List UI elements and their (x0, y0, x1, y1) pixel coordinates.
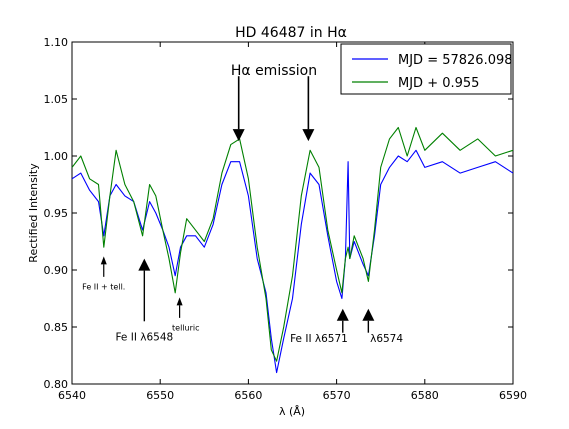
x-tick-label-6540: 6540 (58, 389, 86, 402)
legend: MJD = 57826.098 MJD + 0.955 (340, 43, 513, 95)
y-tick-label-2: 0.90 (44, 264, 69, 277)
annotation-label-telluric: telluric (172, 323, 199, 332)
y-tick-label-3: 0.95 (44, 207, 69, 220)
annotation-arrowhead-fe2-6574 (362, 308, 375, 321)
legend-box (340, 43, 512, 95)
annotation-label-fe2-6571: Fe II λ6571 (290, 333, 348, 345)
y-axis: 0.80 0.85 0.90 0.95 1.00 1.05 1.10 (44, 36, 513, 391)
annotation-label-fe2-6574: λ6574 (370, 333, 403, 345)
y-tick-label-4: 1.00 (44, 150, 69, 163)
annotation-arrowhead-fe2-6548 (138, 258, 151, 271)
legend-label-series-1: MJD = 57826.098 (398, 53, 513, 68)
y-tick-label-6: 1.10 (44, 36, 69, 49)
y-tick-label-1: 0.85 (44, 321, 69, 334)
x-tick-label-6570: 6570 (323, 389, 351, 402)
x-axis-title: λ (Å) (279, 405, 305, 418)
annotation-label-fe2-tell: Fe II + tell. (82, 282, 125, 291)
series-line-2 (71, 126, 514, 362)
annotation-arrowhead-fe2-tell (100, 256, 107, 265)
halpha-emission-label: Hα emission (231, 63, 317, 79)
annotation-arrowhead-telluric (176, 297, 183, 306)
x-tick-label-6580: 6580 (411, 389, 439, 402)
series-layer (71, 126, 514, 374)
annotation-label-fe2-6548: Fe II λ6548 (115, 332, 173, 344)
chart-title: HD 46487 in Hα (235, 25, 347, 41)
y-tick-label-5: 1.05 (44, 93, 69, 106)
x-tick-label-6550: 6550 (146, 389, 174, 402)
y-axis-title: Rectified Intensity (27, 163, 40, 263)
x-tick-label-6560: 6560 (234, 389, 262, 402)
annotation-arrowhead-fe2-6571 (336, 308, 349, 321)
x-axis: 6540 6550 6560 6570 6580 6590 (58, 42, 527, 402)
x-tick-label-6590: 6590 (499, 389, 527, 402)
y-tick-label-0: 0.80 (44, 378, 69, 391)
annotation-arrowhead-halpha-left (232, 129, 245, 142)
legend-label-series-2: MJD + 0.955 (398, 76, 479, 91)
annotation-arrowhead-halpha-right (302, 129, 315, 142)
